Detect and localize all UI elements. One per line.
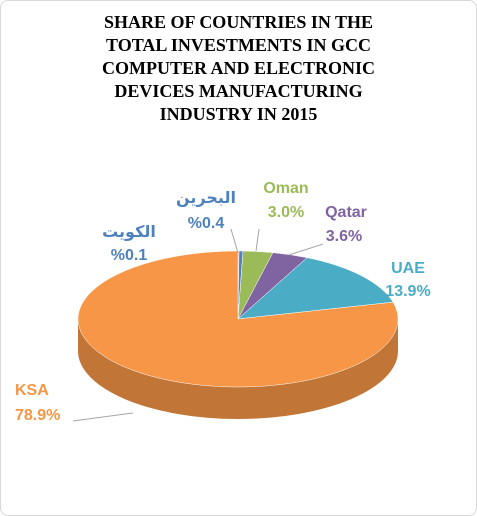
title-line: COMPUTER AND ELECTRONIC	[101, 58, 376, 78]
value-label: %0.1	[111, 247, 148, 264]
title-line: INDUSTRY IN 2015	[159, 104, 318, 124]
value-label: 3.6%	[326, 228, 362, 245]
category-label: الكويت	[102, 224, 156, 241]
pie-slice	[77, 250, 399, 388]
pie-slice	[237, 257, 394, 320]
category-label: Qatar	[325, 204, 367, 221]
value-label: 78.9%	[15, 407, 60, 424]
leader-line	[230, 228, 239, 254]
title-line: SHARE OF COUNTRIES IN THE	[103, 12, 374, 32]
value-label: %0.4	[188, 215, 225, 232]
title-line: TOTAL INVESTMENTS IN GCC	[106, 35, 371, 55]
leader-line	[255, 228, 260, 252]
leader-line	[72, 412, 134, 422]
category-label: KSA	[15, 382, 49, 399]
leader-line	[288, 243, 324, 256]
title-line: DEVICES MANUFACTURING	[114, 81, 363, 101]
category-label: UAE	[391, 260, 425, 277]
value-label: 3.0%	[268, 204, 304, 221]
category-label: البحرين	[176, 190, 236, 207]
chart-title: SHARE OF COUNTRIES IN THE TOTAL INVESTMEN…	[1, 11, 476, 126]
value-label: 13.9%	[385, 283, 430, 300]
category-label: Oman	[263, 180, 308, 197]
